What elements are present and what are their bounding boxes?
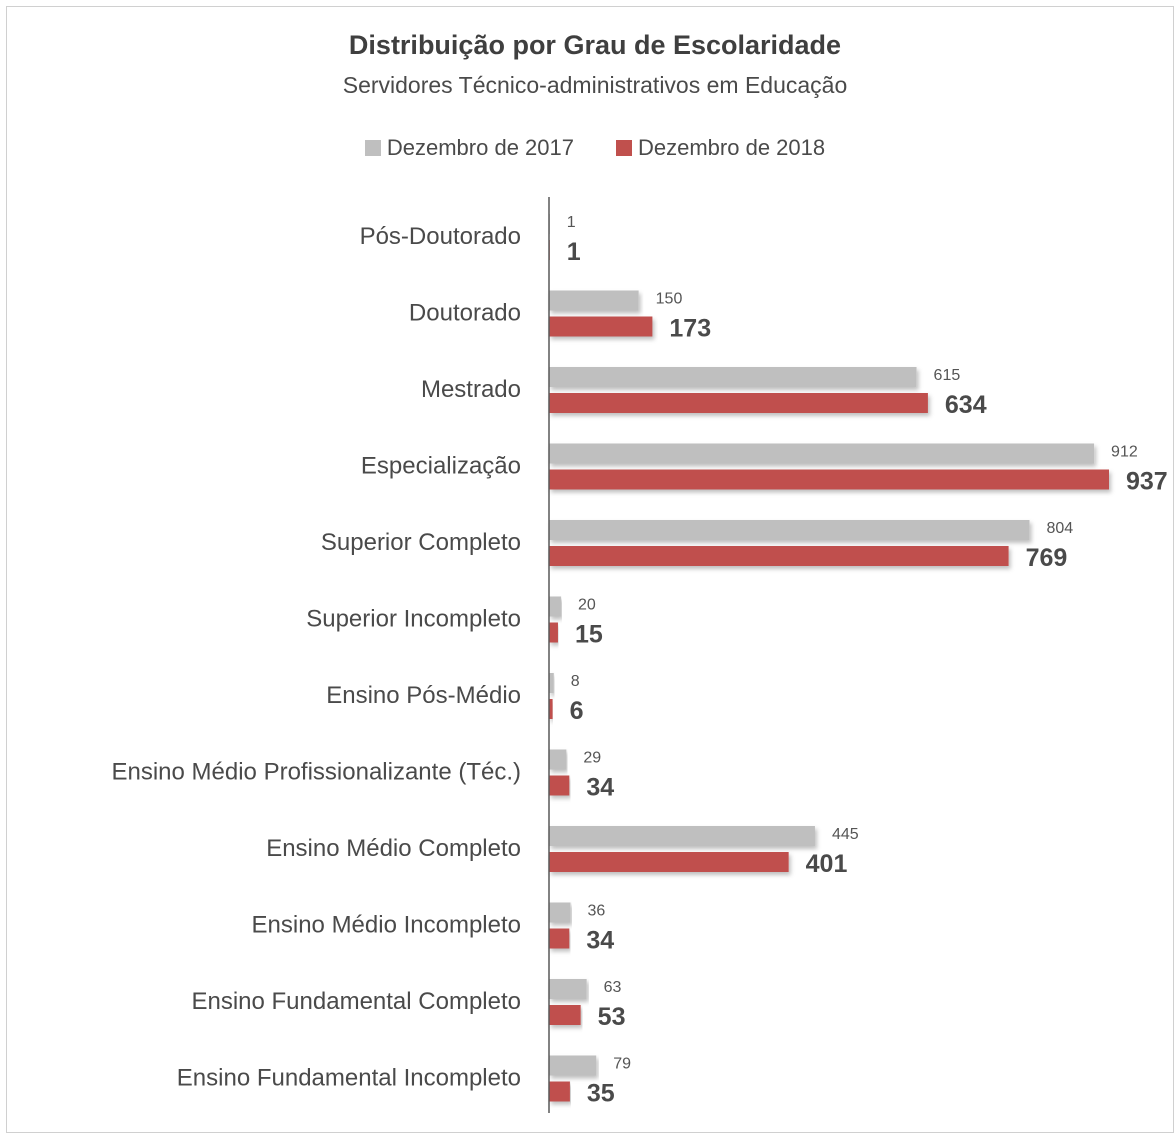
legend-swatch-2018 (616, 140, 632, 156)
value-label-2018-ensino-pos-medio: 6 (570, 697, 584, 725)
bar-2018-ensino-fundamental-incompleto (549, 1081, 570, 1102)
bar-2017-ensino-pos-medio (549, 673, 554, 693)
category-label-especializacao: Especialização (361, 453, 521, 480)
bar-2018-mestrado (549, 393, 928, 413)
category-label-ensino-medio-profissionalizante-tec: Ensino Médio Profissionalizante (Téc.) (111, 759, 521, 786)
bar-2017-superior-completo (549, 520, 1030, 540)
bar-2018-ensino-medio-incompleto (549, 928, 570, 949)
value-label-2017-ensino-fundamental-completo: 63 (604, 979, 622, 996)
value-label-2018-superior-completo: 769 (1026, 544, 1068, 572)
chart-legend: Dezembro de 2017 Dezembro de 2018 (0, 135, 1176, 161)
value-label-2018-ensino-fundamental-incompleto: 35 (587, 1080, 615, 1108)
bar-2018-ensino-medio-completo (549, 852, 789, 872)
bar-2017-ensino-fundamental-completo (549, 979, 587, 999)
value-label-2018-especializacao: 937 (1126, 468, 1168, 496)
category-label-pos-doutorado: Pós-Doutorado (360, 223, 521, 250)
bar-2017-superior-incompleto (549, 596, 561, 617)
category-label-ensino-fundamental-incompleto: Ensino Fundamental Incompleto (177, 1065, 521, 1092)
value-label-2018-mestrado: 634 (945, 391, 987, 419)
value-label-2017-mestrado: 615 (934, 367, 961, 384)
value-label-2017-ensino-medio-incompleto: 36 (588, 903, 606, 920)
bar-2017-ensino-medio-incompleto (549, 902, 571, 923)
value-label-2017-doutorado: 150 (656, 291, 683, 308)
category-label-ensino-pos-medio: Ensino Pós-Médio (326, 682, 521, 709)
value-label-2017-ensino-pos-medio: 8 (571, 673, 580, 690)
value-label-2018-ensino-medio-incompleto: 34 (586, 927, 614, 955)
value-label-2017-ensino-medio-completo: 445 (832, 826, 859, 843)
value-label-2018-doutorado: 173 (669, 315, 711, 343)
value-label-2017-especializacao: 912 (1111, 444, 1138, 461)
legend-label-2017: Dezembro de 2017 (386, 135, 574, 160)
bar-2017-ensino-fundamental-incompleto (549, 1055, 597, 1076)
value-label-2018-ensino-medio-completo: 401 (806, 850, 848, 878)
chart-subtitle: Servidores Técnico-administrativos em Ed… (342, 72, 848, 98)
legend-item-2018: Dezembro de 2018 (616, 135, 825, 161)
bar-2018-especializacao (549, 469, 1109, 490)
value-label-2017-pos-doutorado: 1 (567, 214, 576, 231)
bar-2017-doutorado (549, 290, 639, 311)
bar-2018-doutorado (549, 316, 653, 337)
category-label-ensino-medio-completo: Ensino Médio Completo (266, 835, 521, 862)
value-label-2017-ensino-medio-profissionalizante-tec: 29 (583, 750, 601, 767)
value-label-2018-ensino-medio-profissionalizante-tec: 34 (586, 774, 614, 802)
legend-swatch-2017 (364, 140, 381, 156)
category-label-ensino-medio-incompleto: Ensino Médio Incompleto (252, 912, 521, 939)
category-label-mestrado: Mestrado (421, 376, 521, 403)
category-label-superior-completo: Superior Completo (321, 529, 521, 556)
category-label-ensino-fundamental-completo: Ensino Fundamental Completo (191, 988, 521, 1015)
value-label-2018-ensino-fundamental-completo: 53 (598, 1003, 626, 1031)
bar-2018-superior-completo (549, 546, 1009, 566)
bar-2017-mestrado (549, 367, 917, 387)
bar-2017-especializacao (549, 443, 1095, 464)
chart-frame (6, 6, 1174, 1133)
category-label-doutorado: Doutorado (409, 300, 521, 327)
bar-2018-ensino-fundamental-completo (549, 1005, 581, 1025)
bar-2018-ensino-medio-profissionalizante-tec (549, 775, 570, 796)
bar-2018-superior-incompleto (549, 622, 558, 643)
chart-title: Distribuição por Grau de Escolaridade (348, 30, 842, 60)
value-label-2017-superior-incompleto: 20 (578, 597, 596, 614)
value-label-2018-pos-doutorado: 1 (567, 238, 581, 266)
category-label-superior-incompleto: Superior Incompleto (306, 606, 521, 633)
value-label-2017-superior-completo: 804 (1047, 520, 1074, 537)
value-label-2017-ensino-fundamental-incompleto: 79 (613, 1056, 631, 1073)
value-label-2018-superior-incompleto: 15 (575, 621, 603, 649)
legend-label-2018: Dezembro de 2018 (638, 135, 826, 160)
bar-2018-ensino-pos-medio (549, 699, 553, 719)
bar-2017-ensino-medio-profissionalizante-tec (549, 749, 567, 770)
bar-2017-ensino-medio-completo (549, 826, 815, 846)
legend-item-2017: Dezembro de 2017 (364, 135, 574, 161)
